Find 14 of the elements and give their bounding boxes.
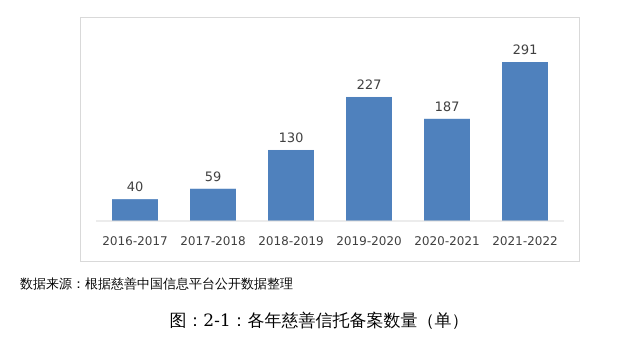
x-tick-label: 2018-2019: [258, 234, 324, 248]
data-label: 291: [512, 43, 538, 58]
data-label: 40: [126, 180, 144, 196]
x-tick-label: 2016-2017: [102, 234, 168, 248]
data-label: 59: [204, 170, 222, 185]
x-tick-label: 2021-2022: [492, 234, 558, 248]
source-note: 数据来源：根据慈善中国信息平台公开数据整理: [20, 276, 293, 292]
data-label: 130: [278, 130, 304, 146]
data-label: 227: [356, 78, 382, 93]
x-tick-label: 2019-2020: [336, 234, 402, 248]
data-label: 187: [434, 100, 460, 115]
x-tick-label: 2017-2018: [180, 234, 246, 248]
x-tick-label: 2020-2021: [414, 234, 480, 248]
text: 图：2-1：各年慈善信托备案数量（单）: [169, 311, 469, 331]
